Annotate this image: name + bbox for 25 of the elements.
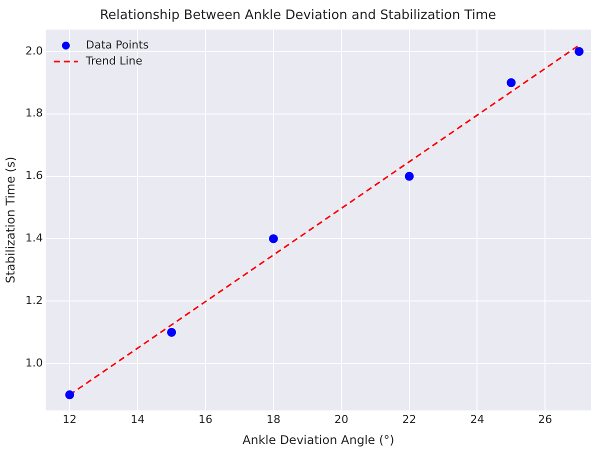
x-tick-label: 26 <box>538 412 552 426</box>
y-tick-label: 1.8 <box>25 106 43 120</box>
point <box>167 328 176 337</box>
y-tick-label: 1.6 <box>25 169 43 182</box>
y-tick-label: 1.4 <box>25 232 43 245</box>
y-tick-label: 2.0 <box>25 44 43 58</box>
x-tick-label: 24 <box>470 412 484 426</box>
point <box>65 390 74 400</box>
point <box>404 172 414 181</box>
chart-title: Relationship Between Ankle Deviation and Stabilization Time <box>100 8 496 24</box>
x-axis-title: Ankle Deviation Angle (°) <box>242 432 394 447</box>
point <box>506 78 516 88</box>
x-tick-label: 12 <box>62 412 77 426</box>
x-tick-label: 18 <box>266 412 280 426</box>
point <box>574 46 584 56</box>
x-tick-label: 14 <box>130 412 145 426</box>
y-axis-title: Stabilization Time (s) <box>3 156 18 284</box>
x-tick-label: 16 <box>198 412 213 426</box>
x-tick-label: 20 <box>334 412 348 426</box>
legend-label: Trend Line <box>84 54 143 68</box>
point <box>268 234 278 244</box>
legend-label: Data Points <box>86 38 149 52</box>
y-tick-label: 1.2 <box>25 294 43 308</box>
x-tick-label: 22 <box>402 412 416 426</box>
y-tick-label: 1.0 <box>25 356 43 370</box>
